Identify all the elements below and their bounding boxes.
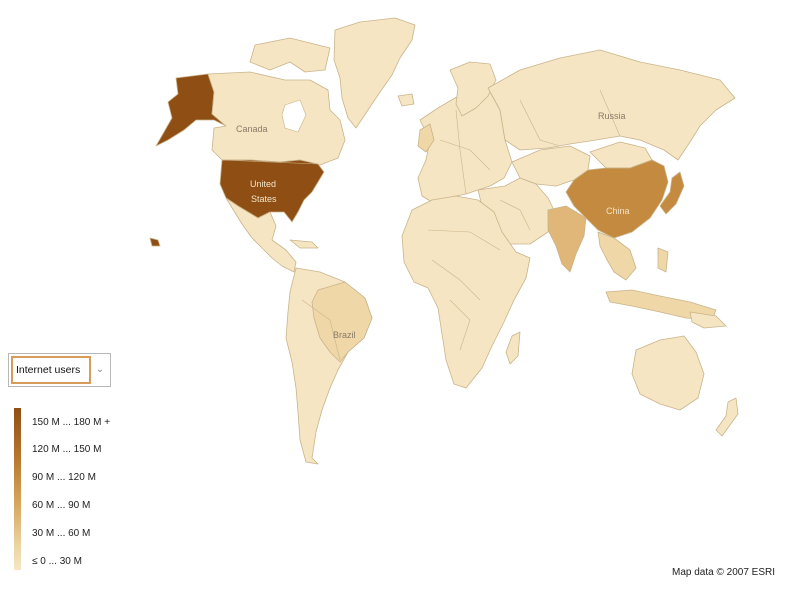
label-united-states-line1: United [250,179,276,189]
region-brazil[interactable] [311,281,373,363]
metric-dropdown[interactable]: Internet users ⌄ [8,353,111,387]
label-brazil: Brazil [333,330,356,340]
legend-label-4: 60 M ... 90 M [32,500,91,511]
region-hawaii[interactable] [149,237,161,247]
legend-label-6: ≤ 0 ... 30 M [32,556,82,567]
region-caribbean[interactable] [289,239,319,249]
map-data-credit: Map data © 2007 ESRI [672,567,775,578]
region-southeast-asia[interactable] [597,231,637,281]
region-mexico[interactable] [225,197,297,273]
legend-label-1: 150 M ... 180 M + [32,417,111,428]
region-china[interactable] [565,159,669,239]
chevron-down-icon[interactable]: ⌄ [95,364,105,375]
region-scandinavia[interactable] [449,61,497,117]
region-uk[interactable] [417,123,435,153]
region-new-guinea[interactable] [689,311,727,329]
label-united-states-line2: States [251,194,277,204]
legend-label-5: 30 M ... 60 M [32,528,91,539]
region-new-zealand[interactable] [715,397,739,437]
country-borders [221,89,621,361]
region-madagascar[interactable] [505,331,521,365]
region-australia[interactable] [631,335,705,411]
legend-label-3: 90 M ... 120 M [32,472,96,483]
label-russia: Russia [598,111,626,121]
region-philippines[interactable] [657,247,669,273]
region-russia[interactable] [487,49,736,161]
region-india[interactable] [547,205,587,273]
metric-dropdown-value[interactable]: Internet users [11,356,91,384]
region-canada[interactable] [207,71,346,166]
legend-color-scale [14,408,21,570]
region-greenland[interactable] [333,17,416,129]
region-iceland[interactable] [397,93,415,107]
region-africa[interactable] [401,195,531,389]
label-china: China [606,206,630,216]
label-canada: Canada [236,124,268,134]
region-arctic-islands[interactable] [249,37,331,73]
legend-label-2: 120 M ... 150 M [32,444,102,455]
region-japan[interactable] [659,171,685,215]
